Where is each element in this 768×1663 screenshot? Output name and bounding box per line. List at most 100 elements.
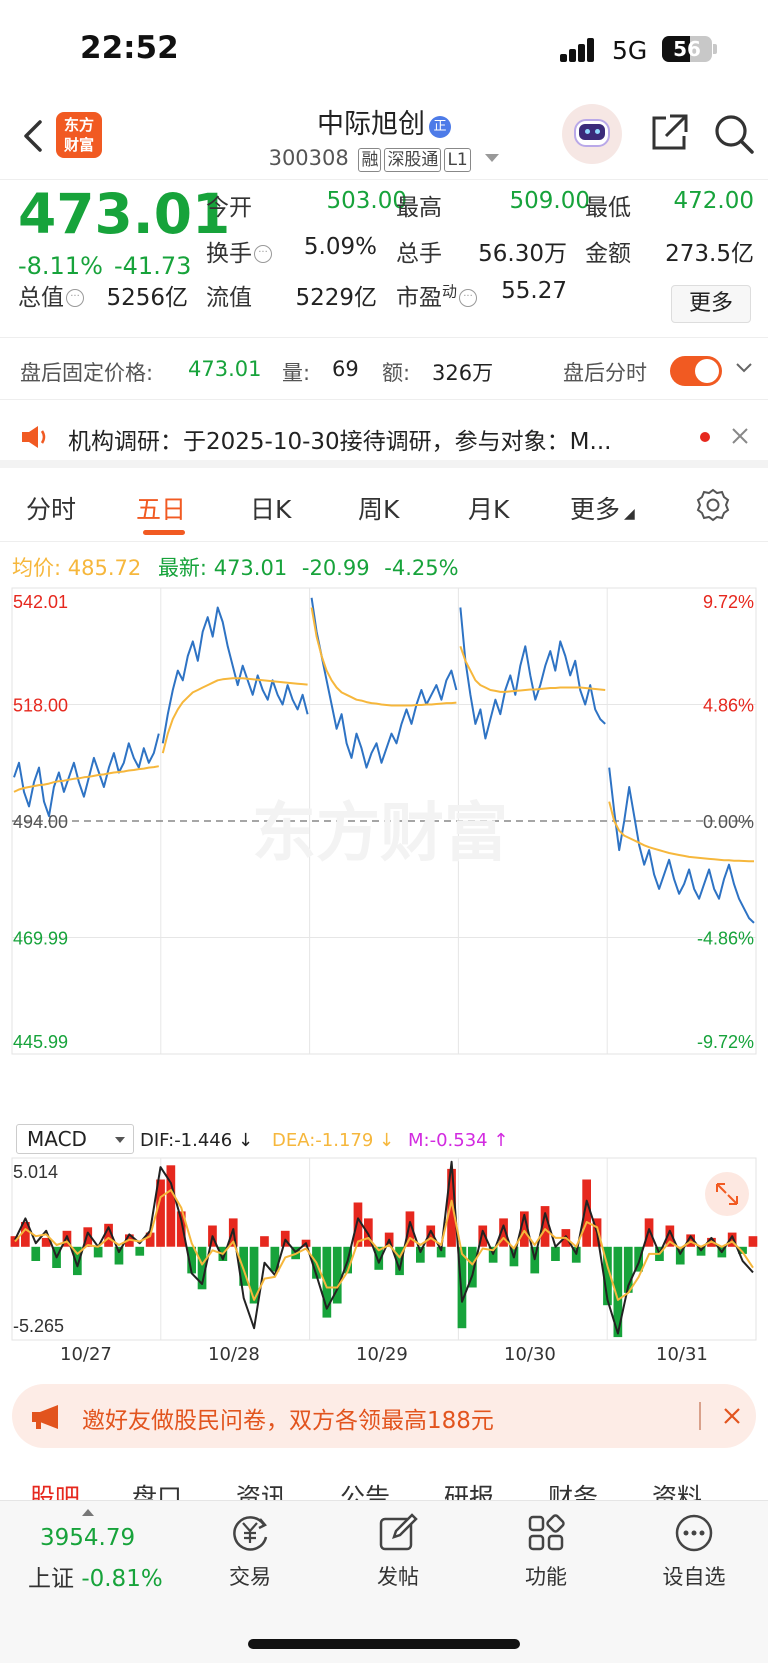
tag-level: L1 bbox=[444, 148, 471, 172]
y-tick-left: 518.00 bbox=[13, 696, 68, 716]
stock-subtitle[interactable]: 300308 融深股通 L1 bbox=[0, 146, 768, 172]
macd-bar bbox=[239, 1246, 248, 1286]
functions-button[interactable]: 功能 bbox=[496, 1511, 596, 1591]
float-cap-label: 流值 bbox=[206, 285, 252, 311]
macd-bar bbox=[176, 1211, 186, 1247]
after-hours-amt-label: 额: bbox=[382, 361, 411, 385]
volume-label: 总手 bbox=[396, 241, 442, 267]
y-tick-right: -4.86% bbox=[697, 929, 754, 949]
gear-icon[interactable] bbox=[696, 488, 730, 522]
more-quote-button[interactable]: 更多 bbox=[671, 285, 751, 323]
stock-title: 中际旭创正 bbox=[0, 102, 768, 141]
amount-value: 273.5亿 bbox=[665, 241, 754, 267]
tab-financials[interactable]: 财务 bbox=[548, 1483, 599, 1500]
market-cap-label: 总值 ··· bbox=[18, 278, 84, 312]
megaphone-icon bbox=[32, 1405, 58, 1429]
more-dots-icon bbox=[675, 1514, 713, 1552]
chevron-down-icon[interactable] bbox=[485, 154, 500, 162]
section-tabs: 股吧 盘口 资讯 公告 研报 财务 资料 bbox=[0, 1460, 768, 1500]
macd-bar bbox=[83, 1227, 93, 1247]
latest-label: 最新: bbox=[157, 556, 208, 580]
y-tick-right: -9.72% bbox=[697, 1032, 754, 1052]
share-icon[interactable] bbox=[648, 112, 690, 154]
post-button[interactable]: 发帖 bbox=[348, 1511, 448, 1591]
latest-value: 473.01 bbox=[213, 556, 288, 580]
macd-bar bbox=[395, 1246, 404, 1276]
ai-assistant-icon[interactable] bbox=[562, 104, 622, 164]
amount-label: 金额 bbox=[585, 241, 631, 267]
macd-chart[interactable]: 5.014 -5.265 bbox=[0, 1156, 768, 1342]
macd-bar bbox=[520, 1211, 529, 1247]
macd-bar bbox=[478, 1225, 488, 1247]
macd-y-tick: 5.014 bbox=[13, 1162, 58, 1182]
status-bar: 22:52 5G 56 bbox=[0, 0, 768, 100]
price-line bbox=[459, 607, 606, 740]
tab-more[interactable]: 更多 ◢ bbox=[570, 495, 635, 524]
expand-icon[interactable] bbox=[705, 1172, 749, 1216]
banner-divider bbox=[699, 1402, 701, 1430]
macd-header: MACD DIF:-1.446 ↓ DEA:-1.179 ↓ M:-0.534 … bbox=[12, 1124, 756, 1156]
tab-profile[interactable]: 资料 bbox=[652, 1483, 703, 1500]
close-icon[interactable] bbox=[730, 426, 750, 446]
y-tick-left: 445.99 bbox=[13, 1032, 68, 1052]
yen-exchange-icon bbox=[233, 1516, 268, 1551]
tab-intraday[interactable]: 分时 bbox=[26, 495, 77, 524]
dif-value: DIF:-1.446 ↓ bbox=[140, 1130, 254, 1151]
tab-weekly-k[interactable]: 周K bbox=[358, 495, 400, 524]
after-hours-vol: 69 bbox=[332, 357, 359, 381]
five-day-price-chart[interactable]: 东方财富 542.01 9.72% 518.00 4.86% 494.00 0.00% 46… bbox=[0, 580, 768, 1120]
stock-header: 东方 财富 中际旭创正 300308 融深股通 L1 bbox=[0, 100, 768, 180]
info-dots-icon[interactable]: ··· bbox=[66, 289, 84, 307]
macd-bar bbox=[166, 1165, 176, 1247]
price-line bbox=[13, 733, 160, 818]
macd-bar bbox=[197, 1246, 207, 1290]
research-notice[interactable]: 机构调研：于2025-10-30接待调研，参与对象：M... bbox=[0, 404, 768, 468]
chevron-down-icon[interactable] bbox=[734, 358, 754, 378]
macd-bar bbox=[457, 1246, 467, 1329]
notice-text: 机构调研：于2025-10-30接待调研，参与对象：M... bbox=[68, 429, 612, 455]
search-icon[interactable] bbox=[712, 112, 756, 156]
macd-bar bbox=[405, 1211, 415, 1247]
turnover-value: 5.09% bbox=[303, 234, 377, 260]
functions-label: 功能 bbox=[525, 1565, 567, 1589]
tab-daily-k[interactable]: 日K bbox=[250, 495, 292, 524]
macd-bar bbox=[738, 1246, 747, 1254]
speaker-icon bbox=[22, 426, 46, 448]
tab-forum[interactable]: 股吧 bbox=[30, 1483, 81, 1500]
info-dots-icon[interactable]: ··· bbox=[459, 289, 478, 307]
macd-bar bbox=[468, 1246, 477, 1288]
macd-bar bbox=[93, 1246, 103, 1258]
macd-lines bbox=[14, 1160, 754, 1335]
tab-monthly-k[interactable]: 月K bbox=[468, 495, 510, 524]
close-icon[interactable] bbox=[722, 1406, 742, 1426]
macd-bar bbox=[540, 1206, 550, 1247]
indicator-select[interactable]: MACD bbox=[16, 1124, 134, 1154]
tab-announcements[interactable]: 公告 bbox=[340, 1483, 391, 1500]
macd-bar bbox=[145, 1232, 155, 1247]
info-dots-icon[interactable]: ··· bbox=[254, 245, 272, 263]
after-hours-toggle[interactable] bbox=[670, 356, 722, 386]
after-hours-amt: 326万 bbox=[432, 361, 494, 385]
promo-banner[interactable]: 邀好友做股民问卷，双方各领最高188元 bbox=[12, 1384, 756, 1448]
avg-value: 485.72 bbox=[67, 556, 142, 580]
home-indicator bbox=[248, 1639, 520, 1649]
macd-bar bbox=[10, 1236, 20, 1247]
latest-change: -20.99 bbox=[301, 556, 370, 580]
add-watchlist-button[interactable]: 设自选 bbox=[644, 1511, 744, 1591]
bottom-toolbar: 3954.79 上证 -0.81% 交易 发帖 功能 设自选 bbox=[0, 1500, 768, 1663]
trade-button[interactable]: 交易 bbox=[200, 1511, 300, 1591]
tab-research[interactable]: 研报 bbox=[444, 1483, 495, 1500]
tab-five-day[interactable]: 五日 bbox=[136, 495, 187, 524]
y-tick-right: 9.72% bbox=[703, 592, 754, 612]
stock-name: 中际旭创 bbox=[317, 109, 425, 140]
back-arrow-icon[interactable] bbox=[18, 116, 48, 156]
open-value: 503.00 bbox=[326, 188, 407, 214]
battery-icon: 56 bbox=[662, 36, 712, 62]
x-label: 10/30 bbox=[504, 1344, 556, 1365]
watermark: 东方财富 bbox=[252, 797, 508, 869]
trade-label: 交易 bbox=[229, 1565, 271, 1589]
tab-order-book[interactable]: 盘口 bbox=[132, 1483, 183, 1500]
change-percent: -8.11% bbox=[18, 252, 103, 280]
tab-news[interactable]: 资讯 bbox=[236, 1483, 287, 1500]
price-lines bbox=[13, 597, 755, 924]
